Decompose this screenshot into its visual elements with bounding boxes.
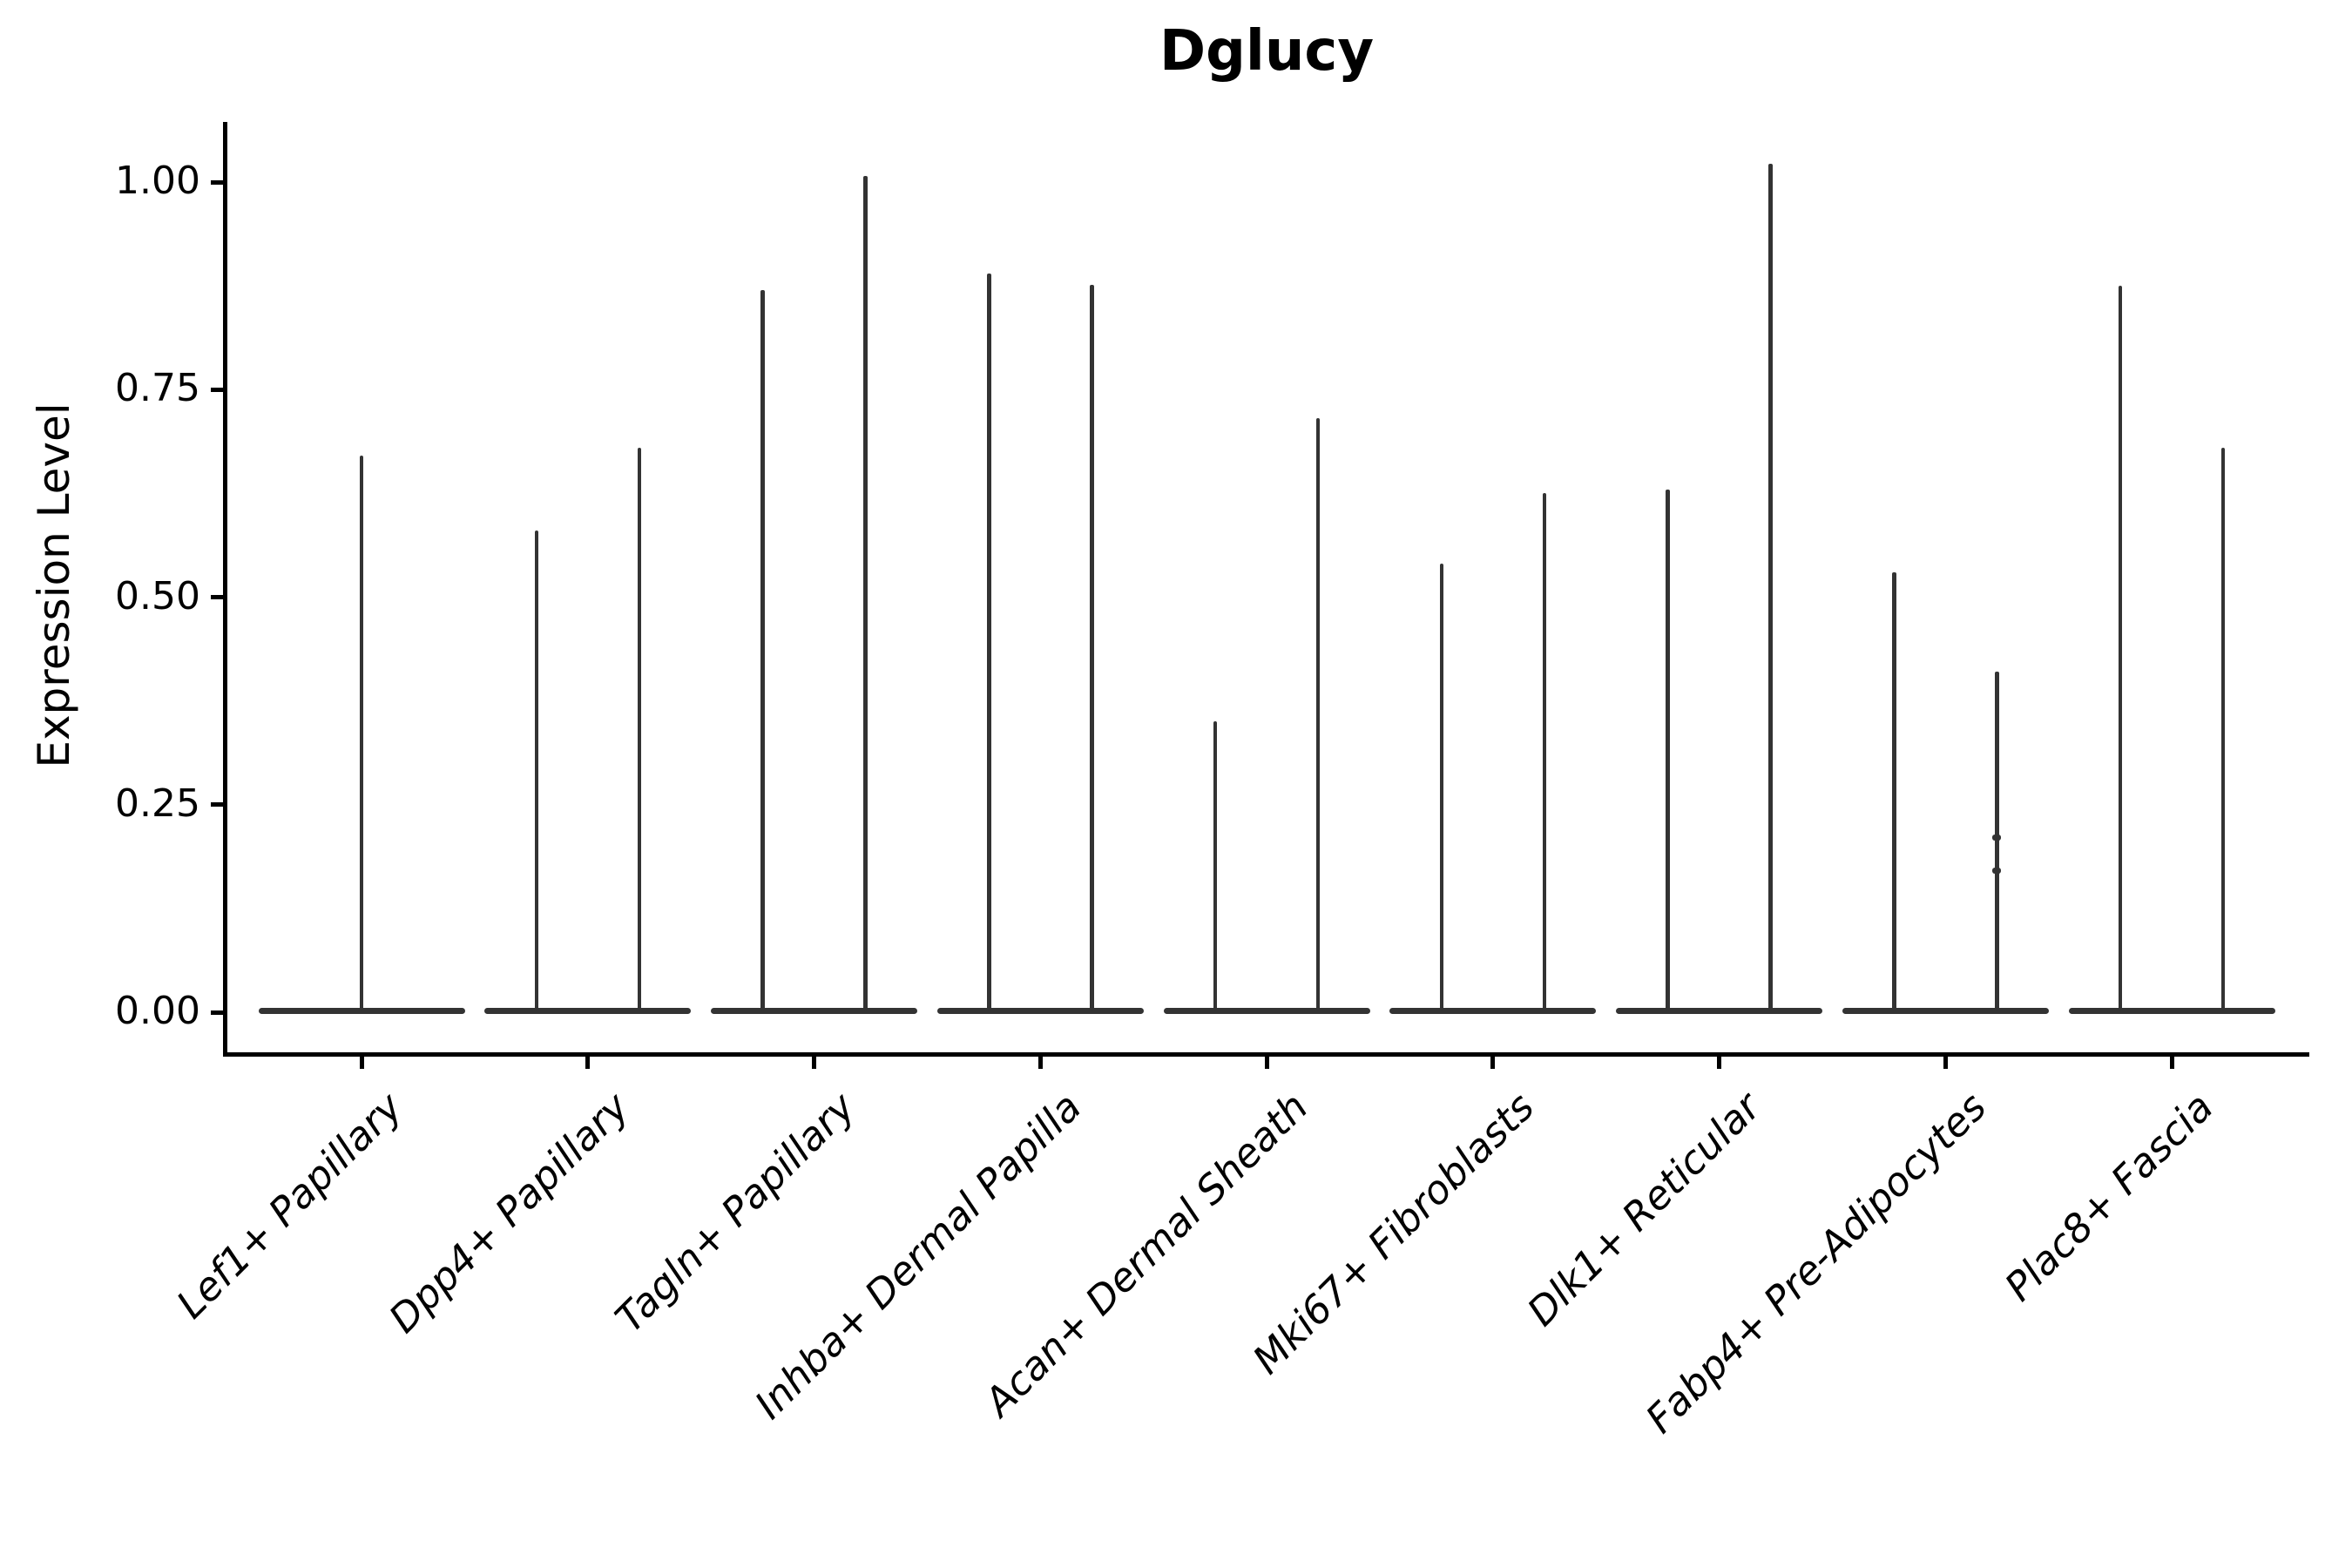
x-tick-label: Plac8+ Fascia xyxy=(1995,1084,2222,1310)
x-tick-label: Tagln+ Papillary xyxy=(606,1084,864,1342)
violin-spike xyxy=(760,289,765,1010)
violin-spike xyxy=(1090,285,1094,1010)
plot-title: Dglucy xyxy=(1159,19,1375,84)
violin-spike xyxy=(637,447,641,1010)
violin-spike xyxy=(1213,721,1218,1010)
violin-spike xyxy=(2220,447,2226,1010)
x-tick-mark xyxy=(2169,1057,2174,1069)
y-tick-mark xyxy=(211,179,223,185)
violin-baseline xyxy=(1163,1008,1370,1014)
violin-spike xyxy=(2118,286,2123,1010)
violin-baseline xyxy=(2068,1008,2275,1014)
x-tick-label: Dlk1+ Reticular xyxy=(1517,1084,1769,1335)
y-tick-label: 1.00 xyxy=(115,159,200,203)
violin-spike xyxy=(1892,571,1896,1010)
violin-spike xyxy=(987,273,991,1010)
violin-spike xyxy=(359,456,364,1010)
violin-spike xyxy=(1768,164,1773,1010)
y-tick-label: 0.75 xyxy=(115,366,200,411)
violin-baseline xyxy=(484,1008,692,1014)
y-axis-label: Expression Level xyxy=(29,402,79,768)
violin-spike xyxy=(1542,493,1546,1010)
jitter-point xyxy=(1992,868,2002,875)
violin-baseline xyxy=(936,1008,1144,1014)
y-tick-label: 0.50 xyxy=(115,573,200,618)
x-tick-mark xyxy=(359,1057,364,1069)
violin-spike xyxy=(1995,672,1999,1010)
x-tick-label: Dpp4+ Papillary xyxy=(380,1084,639,1342)
x-tick-mark xyxy=(1264,1057,1269,1069)
violin-spike xyxy=(863,176,868,1010)
jitter-point xyxy=(1992,835,2002,841)
violin-spike xyxy=(1315,417,1321,1010)
x-axis-line xyxy=(223,1052,2309,1057)
violin-baseline xyxy=(1389,1008,1597,1014)
y-tick-mark xyxy=(211,1010,223,1015)
x-tick-mark xyxy=(1943,1057,1948,1069)
x-tick-mark xyxy=(1490,1057,1496,1069)
y-tick-label: 0.00 xyxy=(115,989,200,1033)
x-tick-label: Lef1+ Papillary xyxy=(167,1084,412,1328)
violin-baseline xyxy=(1842,1008,2049,1014)
y-tick-mark xyxy=(211,595,223,599)
y-axis-line xyxy=(223,122,227,1057)
y-tick-label: 0.25 xyxy=(115,781,200,826)
y-tick-mark xyxy=(211,802,223,808)
violin-baseline xyxy=(258,1008,465,1014)
x-tick-mark xyxy=(812,1057,816,1069)
x-tick-mark xyxy=(585,1057,591,1069)
y-tick-mark xyxy=(211,387,223,392)
violin-spike xyxy=(1439,564,1443,1010)
violin-spike xyxy=(1666,489,1670,1010)
x-tick-mark xyxy=(1037,1057,1043,1069)
x-tick-mark xyxy=(1717,1057,1721,1069)
violin-baseline xyxy=(711,1008,917,1014)
violin-spike xyxy=(534,531,538,1010)
violin-baseline xyxy=(1616,1008,1822,1014)
